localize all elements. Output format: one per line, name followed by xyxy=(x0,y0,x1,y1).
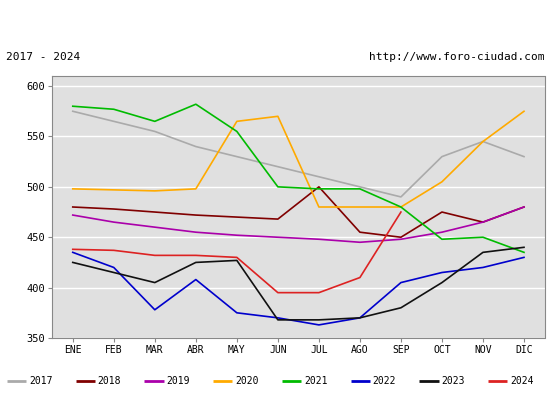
Text: 2022: 2022 xyxy=(373,376,396,386)
Text: Evolucion del paro registrado en El Tiemblo: Evolucion del paro registrado en El Tiem… xyxy=(79,14,471,28)
Text: 2023: 2023 xyxy=(441,376,465,386)
Text: 2019: 2019 xyxy=(166,376,190,386)
Text: http://www.foro-ciudad.com: http://www.foro-ciudad.com xyxy=(369,52,544,62)
Text: 2020: 2020 xyxy=(235,376,258,386)
Text: 2017 - 2024: 2017 - 2024 xyxy=(6,52,80,62)
Text: 2021: 2021 xyxy=(304,376,327,386)
Text: 2024: 2024 xyxy=(510,376,534,386)
Text: 2018: 2018 xyxy=(98,376,121,386)
Text: 2017: 2017 xyxy=(29,376,52,386)
